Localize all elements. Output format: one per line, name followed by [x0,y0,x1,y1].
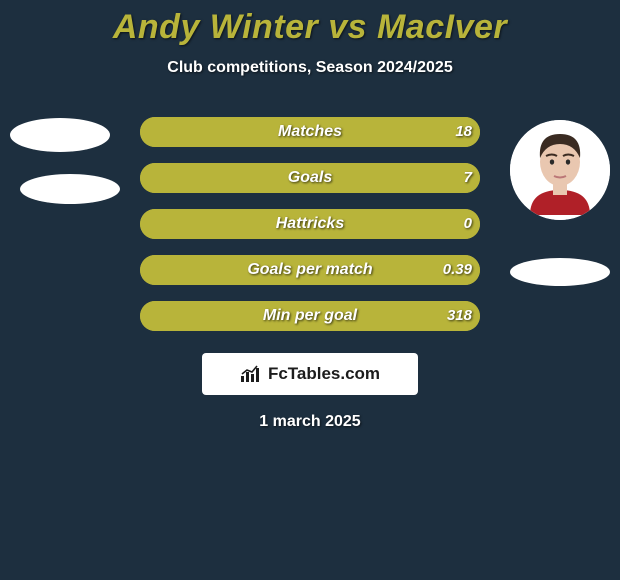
stat-row: Min per goal318 [0,301,620,331]
stat-bar-fill-right [140,117,480,147]
page-title: Andy Winter vs MacIver [0,0,620,47]
stat-bar-track [140,117,480,147]
stat-rows: Matches18 Goals7 Hattricks0 Goals per match… [0,117,620,331]
stat-bar-track [140,301,480,331]
stat-bar-track [140,255,480,285]
stat-row: Goals per match0.39 [0,255,620,285]
stat-bar-track [140,209,480,239]
brand-box[interactable]: FcTables.com [202,353,418,395]
stat-row: Goals7 [0,163,620,193]
stat-bar-fill-right [140,255,480,285]
date-text: 1 march 2025 [0,413,620,431]
brand-text: FcTables.com [268,364,380,384]
stat-row: Hattricks0 [0,209,620,239]
stat-bar-fill-right [140,209,480,239]
stat-bar-track [140,163,480,193]
stat-bar-fill-right [140,163,480,193]
stat-row: Matches18 [0,117,620,147]
brand-chart-icon [240,365,262,383]
subtitle: Club competitions, Season 2024/2025 [0,59,620,77]
stat-bar-fill-right [140,301,480,331]
comparison-card: Andy Winter vs MacIver Club competitions… [0,0,620,580]
